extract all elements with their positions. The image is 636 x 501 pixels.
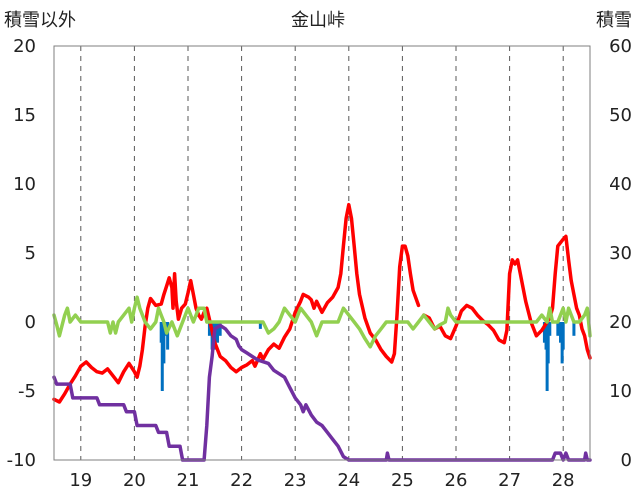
- series-line-0: [422, 234, 592, 360]
- series-line-1: [52, 295, 592, 349]
- y-left-tick-label: 20: [13, 36, 36, 57]
- precip-bar: [556, 322, 560, 336]
- y-right-tick-label: 20: [609, 312, 632, 333]
- chart-title: 金山峠: [291, 10, 345, 31]
- precip-bar: [546, 322, 550, 364]
- x-tick-label: 23: [284, 470, 307, 491]
- right-axis: 60 50 40 30 20 10 0: [609, 36, 632, 471]
- precip-bar: [218, 322, 222, 336]
- y-left-tick-label: 5: [25, 243, 36, 264]
- precip-bar: [572, 322, 576, 336]
- precip-bar: [207, 322, 211, 336]
- y-left-tick-label: 15: [13, 105, 36, 126]
- left-axis: 20 15 10 5 0 -5 -10: [7, 36, 36, 471]
- y-left-tick-label: -10: [7, 450, 36, 471]
- x-axis: 19 20 21 22 23 24 25 26 27 28: [69, 470, 574, 491]
- left-axis-label: 積雪以外: [4, 10, 76, 31]
- x-tick-label: 28: [552, 470, 575, 491]
- precip-bar: [561, 322, 565, 350]
- x-tick-label: 27: [498, 470, 521, 491]
- precip-bar: [215, 322, 219, 343]
- series-line-0: [52, 202, 421, 404]
- y-left-tick-label: -5: [18, 381, 36, 402]
- y-right-tick-label: 0: [621, 450, 632, 471]
- right-axis-label: 積雪: [596, 10, 632, 31]
- y-right-tick-label: 10: [609, 381, 632, 402]
- y-left-tick-label: 0: [25, 312, 36, 333]
- y-right-tick-label: 50: [609, 105, 632, 126]
- x-tick-label: 19: [69, 470, 92, 491]
- y-right-tick-label: 40: [609, 174, 632, 195]
- line-series: [52, 202, 592, 462]
- precip-bar: [258, 322, 262, 329]
- x-tick-label: 26: [445, 470, 468, 491]
- x-tick-label: 24: [337, 470, 360, 491]
- x-tick-label: 21: [177, 470, 200, 491]
- x-tick-label: 25: [391, 470, 414, 491]
- y-right-tick-label: 60: [609, 36, 632, 57]
- y-left-tick-label: 10: [13, 174, 36, 195]
- precip-bar: [548, 322, 552, 336]
- precip-bar: [166, 322, 170, 350]
- grid: [80, 46, 564, 460]
- x-tick-label: 22: [230, 470, 253, 491]
- precip-bar: [559, 322, 563, 343]
- y-right-tick-label: 30: [609, 243, 632, 264]
- plot-frame: [53, 45, 591, 461]
- precip-bar: [160, 322, 164, 391]
- precip-bar: [162, 322, 166, 364]
- x-tick-label: 20: [123, 470, 146, 491]
- precip-bar: [542, 322, 546, 343]
